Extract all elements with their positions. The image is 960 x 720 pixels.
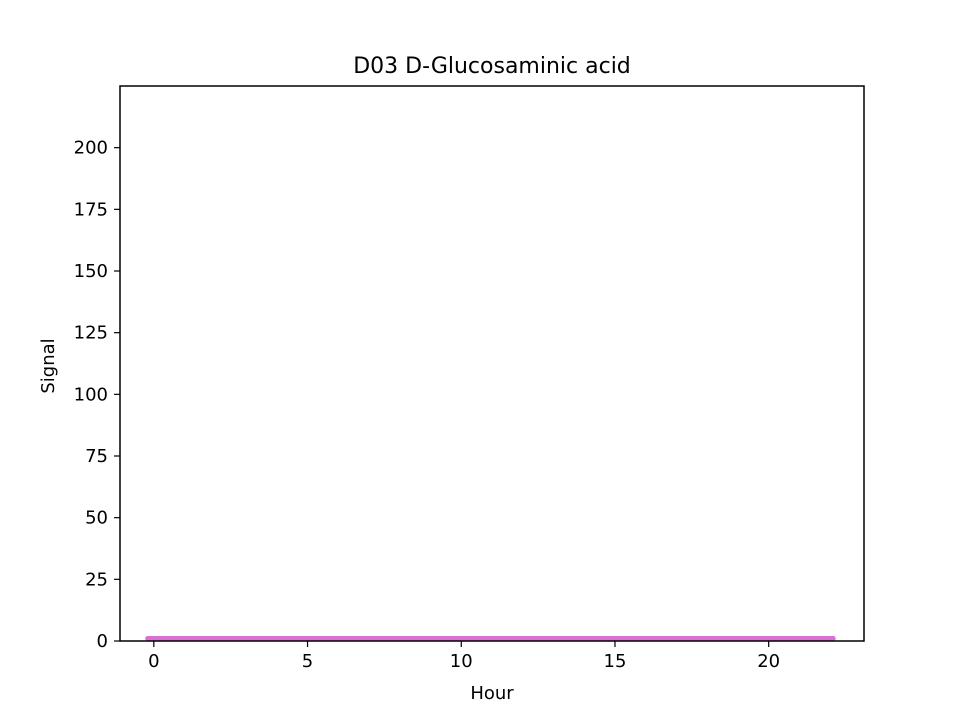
y-tick-label: 125 bbox=[74, 323, 108, 344]
y-tick-label: 100 bbox=[74, 384, 108, 405]
x-tick-label: 10 bbox=[450, 651, 473, 672]
y-tick-label: 50 bbox=[85, 508, 108, 529]
y-axis-label: Signal bbox=[38, 338, 59, 393]
y-tick-label: 0 bbox=[97, 631, 108, 652]
x-tick-label: 5 bbox=[302, 651, 313, 672]
chart-title: D03 D-Glucosaminic acid bbox=[353, 54, 631, 79]
y-tick-label: 75 bbox=[85, 446, 108, 467]
y-tick-label: 25 bbox=[85, 569, 108, 590]
x-axis-label: Hour bbox=[470, 683, 514, 704]
y-axis: 0 25 50 75 100 125 150 175 200 bbox=[74, 138, 120, 652]
plot-frame bbox=[119, 85, 865, 642]
x-tick-label: 15 bbox=[604, 651, 627, 672]
x-tick-label: 0 bbox=[148, 651, 159, 672]
y-tick-label: 150 bbox=[74, 261, 108, 282]
x-tick-label: 20 bbox=[757, 651, 780, 672]
x-axis: 0 5 10 15 20 bbox=[148, 641, 780, 672]
y-tick-label: 175 bbox=[74, 199, 108, 220]
y-tick-label: 200 bbox=[74, 138, 108, 159]
